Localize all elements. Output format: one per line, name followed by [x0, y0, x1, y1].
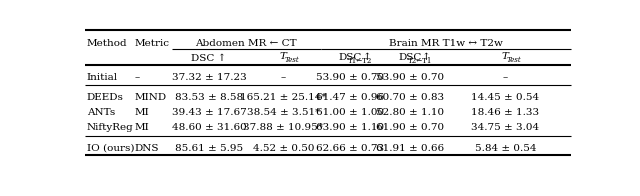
Text: 52.80 ± 1.10: 52.80 ± 1.10	[376, 108, 444, 117]
Text: Abdomen MR ← CT: Abdomen MR ← CT	[195, 39, 297, 48]
Text: 5.84 ± 0.54: 5.84 ± 0.54	[475, 143, 536, 152]
Text: 39.43 ± 17.67: 39.43 ± 17.67	[172, 108, 246, 117]
Text: 85.61 ± 5.95: 85.61 ± 5.95	[175, 143, 243, 152]
Text: DNS: DNS	[134, 143, 159, 152]
Text: 38.54 ± 3.51*: 38.54 ± 3.51*	[247, 108, 320, 117]
Text: Metric: Metric	[134, 39, 169, 48]
Text: T: T	[280, 53, 286, 62]
Text: 48.60 ± 31.60: 48.60 ± 31.60	[172, 123, 246, 132]
Text: ↑: ↑	[363, 53, 371, 62]
Text: ↑: ↑	[422, 53, 431, 62]
Text: Test: Test	[506, 56, 521, 64]
Text: Initial: Initial	[87, 74, 118, 83]
Text: DSC: DSC	[399, 53, 422, 62]
Text: NiftyReg: NiftyReg	[87, 123, 134, 132]
Text: 53.90 ± 0.70: 53.90 ± 0.70	[316, 74, 385, 83]
Text: Test: Test	[284, 56, 299, 64]
Text: 18.46 ± 1.33: 18.46 ± 1.33	[471, 108, 540, 117]
Text: 14.45 ± 0.54: 14.45 ± 0.54	[471, 93, 540, 102]
Text: MIND: MIND	[134, 93, 166, 102]
Text: 34.75 ± 3.04: 34.75 ± 3.04	[471, 123, 540, 132]
Text: 53.90 ± 0.70: 53.90 ± 0.70	[376, 74, 444, 83]
Text: 4.52 ± 0.50: 4.52 ± 0.50	[253, 143, 314, 152]
Text: 37.88 ± 10.95*: 37.88 ± 10.95*	[243, 123, 323, 132]
Text: 61.90 ± 0.70: 61.90 ± 0.70	[376, 123, 444, 132]
Text: DSC ↑: DSC ↑	[191, 54, 227, 63]
Text: 165.21 ± 25.14*: 165.21 ± 25.14*	[240, 93, 326, 102]
Text: T1←T2: T1←T2	[348, 57, 372, 65]
Text: MI: MI	[134, 108, 149, 117]
Text: –: –	[281, 74, 286, 83]
Text: Brain MR T1w ↔ T2w: Brain MR T1w ↔ T2w	[389, 39, 503, 48]
Text: 60.70 ± 0.83: 60.70 ± 0.83	[376, 93, 444, 102]
Text: 63.90 ± 1.10: 63.90 ± 1.10	[316, 123, 385, 132]
Text: T: T	[501, 53, 508, 62]
Text: 62.66 ± 0.73: 62.66 ± 0.73	[316, 143, 385, 152]
Text: MI: MI	[134, 123, 149, 132]
Text: –: –	[502, 74, 508, 83]
Text: DSC: DSC	[339, 53, 362, 62]
Text: Method: Method	[87, 39, 127, 48]
Text: 61.47 ± 0.96: 61.47 ± 0.96	[316, 93, 385, 102]
Text: ANTs: ANTs	[87, 108, 115, 117]
Text: T2←T1: T2←T1	[408, 57, 432, 65]
Text: 37.32 ± 17.23: 37.32 ± 17.23	[172, 74, 246, 83]
Text: –: –	[134, 74, 140, 83]
Text: 61.00 ± 1.00: 61.00 ± 1.00	[316, 108, 385, 117]
Text: DEEDs: DEEDs	[87, 93, 124, 102]
Text: 61.91 ± 0.66: 61.91 ± 0.66	[376, 143, 444, 152]
Text: IO (ours): IO (ours)	[87, 143, 134, 152]
Text: 83.53 ± 8.58: 83.53 ± 8.58	[175, 93, 243, 102]
